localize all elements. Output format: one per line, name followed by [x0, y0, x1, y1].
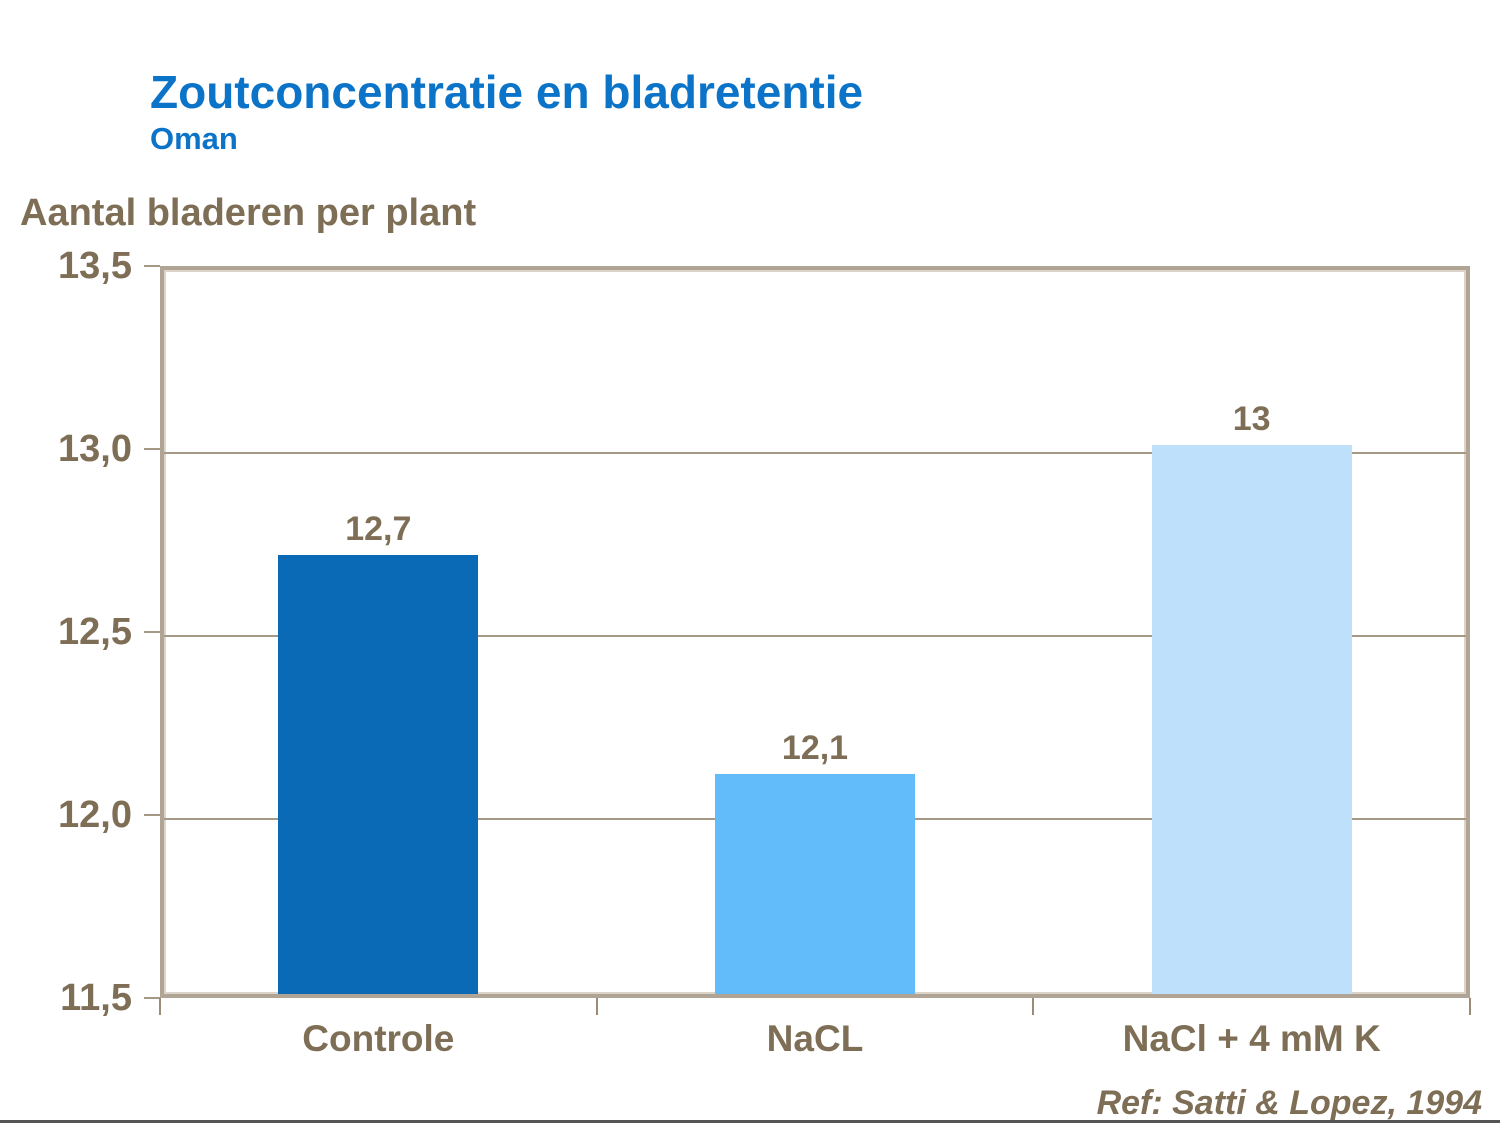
- bar: [278, 554, 479, 994]
- y-tick-mark: [144, 631, 160, 633]
- gridline: [164, 452, 1466, 454]
- x-category-label: Controle: [302, 1018, 455, 1059]
- x-tick-mark: [1032, 998, 1035, 1015]
- x-tick-mark: [595, 998, 598, 1015]
- gridline: [164, 635, 1466, 637]
- x-category-label: NaCL: [766, 1018, 864, 1059]
- bar: [715, 774, 915, 994]
- y-tick-label: 12,5: [58, 611, 132, 653]
- y-tick-mark: [144, 997, 160, 999]
- bar: [1151, 445, 1352, 994]
- x-tick-mark: [159, 998, 161, 1015]
- y-tick-mark: [144, 265, 160, 267]
- y-tick-mark: [144, 448, 160, 450]
- page-subtitle: Oman: [150, 121, 238, 156]
- chart-plot-area: 12,7 12,1 13: [160, 266, 1470, 998]
- bottom-rule: [0, 1120, 1500, 1123]
- y-tick-mark: [144, 814, 160, 816]
- y-tick-label: 13,5: [58, 245, 132, 287]
- bar-value-label: 12,7: [345, 509, 412, 548]
- bar-value-label: 12,1: [781, 729, 849, 768]
- y-axis-caption: Aantal bladeren per plant: [20, 192, 477, 234]
- y-tick-label: 13,0: [58, 428, 132, 470]
- y-tick-label: 12,0: [58, 794, 132, 836]
- reference-text: Ref: Satti & Lopez, 1994: [1096, 1084, 1482, 1122]
- bar-value-label: 13: [1232, 400, 1271, 438]
- page-title: Zoutconcentratie en bladretentie: [150, 66, 864, 118]
- x-category-label: NaCl + 4 mM K: [1122, 1018, 1381, 1059]
- x-tick-mark: [1469, 998, 1471, 1015]
- y-tick-label: 11,5: [60, 977, 132, 1019]
